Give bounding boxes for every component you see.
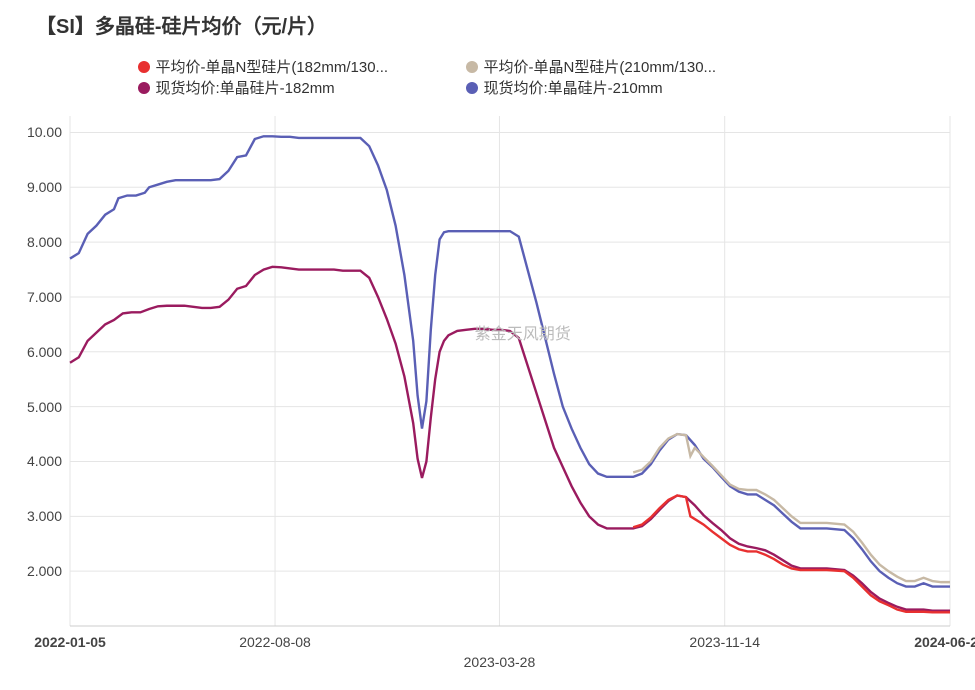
x-axis-tick-label: 2023-03-28 — [464, 654, 536, 670]
series-s1 — [633, 495, 950, 612]
y-axis-tick-label: 3.000 — [27, 508, 62, 524]
series-s3 — [70, 267, 950, 611]
series-s2 — [633, 434, 950, 582]
legend-label-0: 平均价-单晶N型硅片(182mm/130... — [156, 56, 389, 77]
series-s4 — [70, 136, 950, 586]
legend-marker-1 — [466, 61, 478, 73]
legend-marker-2 — [138, 82, 150, 94]
y-axis-tick-label: 4.000 — [27, 453, 62, 469]
chart-title: 【SI】多晶硅-硅片均价（元/片） — [36, 10, 327, 39]
legend-item-1[interactable]: 平均价-单晶N型硅片(210mm/130... — [466, 56, 766, 77]
legend-label-2: 现货均价:单晶硅片-182mm — [156, 77, 335, 98]
legend-label-3: 现货均价:单晶硅片-210mm — [484, 77, 663, 98]
legend-marker-3 — [466, 82, 478, 94]
y-axis-tick-label: 2.000 — [27, 563, 62, 579]
legend-item-3[interactable]: 现货均价:单晶硅片-210mm — [466, 77, 766, 98]
x-axis-tick-label: 2023-11-14 — [689, 634, 760, 650]
x-axis-tick-label: 2022-01-05 — [34, 634, 106, 650]
y-axis-tick-label: 7.000 — [27, 289, 62, 305]
plot-area: 紫金天风期货 2.0003.0004.0005.0006.0007.0008.0… — [70, 116, 950, 626]
legend-label-1: 平均价-单晶N型硅片(210mm/130... — [484, 56, 717, 77]
y-axis-tick-label: 6.000 — [27, 344, 62, 360]
y-axis-tick-label: 9.000 — [27, 179, 62, 195]
legend-item-0[interactable]: 平均价-单晶N型硅片(182mm/130... — [138, 56, 438, 77]
x-axis-tick-label: 2024-06-26 — [914, 634, 975, 650]
chart-svg — [70, 116, 950, 626]
y-axis-tick-label: 8.000 — [27, 234, 62, 250]
y-axis-tick-label: 5.000 — [27, 399, 62, 415]
y-axis-tick-label: 10.00 — [27, 124, 62, 140]
legend-item-2[interactable]: 现货均价:单晶硅片-182mm — [138, 77, 438, 98]
legend-marker-0 — [138, 61, 150, 73]
x-axis-tick-label: 2022-08-08 — [239, 634, 311, 650]
chart-legend: 平均价-单晶N型硅片(182mm/130... 平均价-单晶N型硅片(210mm… — [0, 56, 975, 98]
